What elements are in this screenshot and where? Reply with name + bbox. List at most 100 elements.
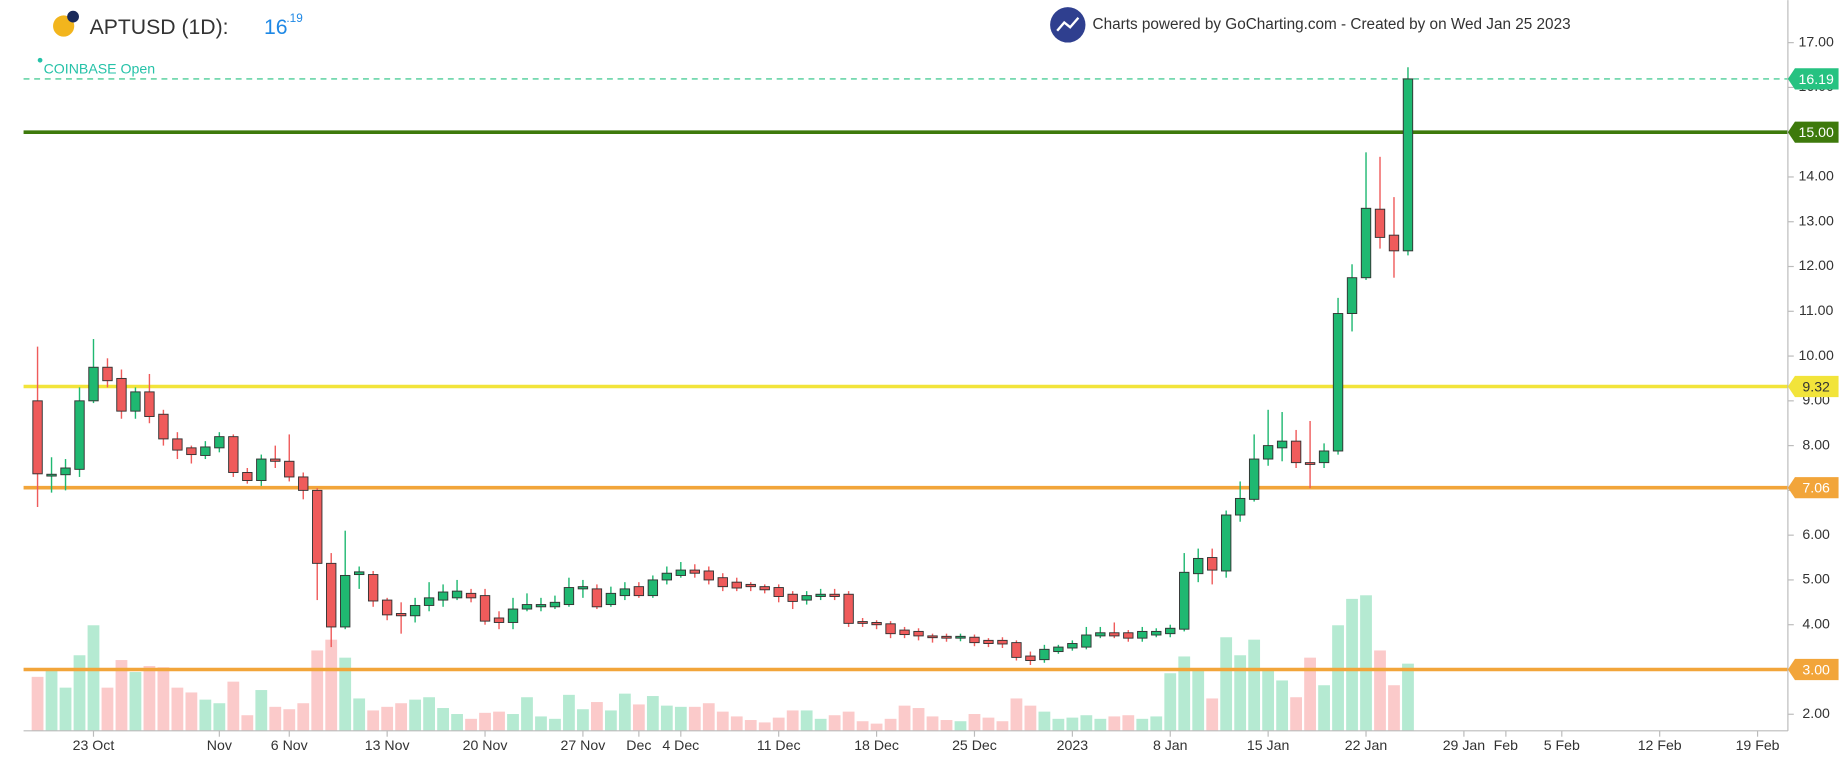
volume-bar bbox=[1038, 711, 1051, 731]
volume-bar bbox=[479, 712, 491, 731]
candle-body bbox=[521, 604, 533, 610]
candle-body bbox=[465, 592, 477, 599]
candle-body bbox=[1123, 632, 1134, 639]
x-tick-label: 5 Feb bbox=[1544, 737, 1580, 753]
candle-body bbox=[381, 599, 393, 616]
price-tag-label: 7.06 bbox=[1802, 480, 1830, 496]
candle-body bbox=[703, 570, 714, 581]
candle-body bbox=[661, 572, 673, 581]
volume-bar bbox=[325, 639, 338, 731]
candle-layer bbox=[32, 67, 1414, 666]
volume-bar bbox=[311, 650, 324, 731]
candle-body bbox=[1151, 630, 1162, 636]
volume-bar bbox=[856, 721, 869, 731]
volume-bar bbox=[716, 711, 729, 731]
volume-bar bbox=[814, 718, 827, 731]
candle-body bbox=[535, 604, 547, 608]
volume-bar bbox=[660, 705, 673, 731]
x-tick-label: 19 Feb bbox=[1736, 737, 1780, 753]
candle-body bbox=[88, 366, 99, 402]
volume-bar bbox=[227, 681, 240, 731]
volume-bar bbox=[45, 668, 58, 731]
x-tick-label: 15 Jan bbox=[1247, 737, 1289, 753]
x-tick-label: 2023 bbox=[1057, 737, 1089, 753]
candle-body bbox=[1290, 440, 1302, 464]
price-tag-label: 9.32 bbox=[1802, 378, 1830, 394]
volume-bar bbox=[800, 710, 813, 731]
volume-bar bbox=[786, 710, 799, 731]
candle-body bbox=[1179, 571, 1190, 630]
x-tick-label: 6 Nov bbox=[271, 737, 309, 753]
candle-body bbox=[46, 473, 57, 477]
volume-bar bbox=[1094, 718, 1107, 731]
candle-body bbox=[829, 593, 840, 597]
volume-bar bbox=[898, 705, 911, 731]
price-tag bbox=[1787, 477, 1839, 499]
candle-body bbox=[1388, 234, 1400, 252]
volume-bar bbox=[241, 715, 254, 731]
x-tick-label: 29 Jan bbox=[1443, 737, 1485, 753]
volume-bar bbox=[1402, 663, 1414, 731]
candle-body bbox=[270, 458, 281, 462]
price-tag bbox=[1787, 658, 1839, 681]
volume-bar bbox=[1220, 637, 1233, 731]
volume-bar bbox=[772, 717, 785, 731]
candle-body bbox=[1011, 642, 1022, 658]
y-tick-label: 5.00 bbox=[1802, 571, 1830, 587]
candle-body bbox=[507, 608, 519, 623]
candle-body bbox=[144, 391, 155, 417]
candle-body bbox=[1276, 440, 1288, 449]
symbol-title: APTUSD (1D): bbox=[90, 16, 229, 39]
volume-bar bbox=[395, 703, 408, 731]
volume-bar bbox=[912, 708, 925, 731]
volume-bar bbox=[283, 709, 296, 731]
y-tick-label: 12.00 bbox=[1798, 257, 1833, 273]
x-tick-label: 13 Nov bbox=[365, 737, 411, 753]
candle-body bbox=[983, 639, 994, 644]
candle-body bbox=[1318, 450, 1330, 464]
volume-bar bbox=[1122, 715, 1135, 731]
volume-bar bbox=[507, 714, 519, 731]
volume-bar bbox=[1290, 697, 1302, 731]
candle-body bbox=[745, 583, 756, 588]
candle-body bbox=[899, 629, 910, 636]
volume-bar bbox=[758, 722, 771, 731]
candle-body bbox=[675, 569, 686, 576]
x-tick-label: Nov bbox=[207, 737, 233, 753]
x-tick-label: 20 Nov bbox=[463, 737, 509, 753]
candle-body bbox=[591, 588, 603, 608]
candle-body bbox=[1193, 557, 1204, 575]
volume-bar bbox=[255, 690, 268, 731]
volume-bar bbox=[1052, 718, 1065, 731]
price-tag bbox=[1787, 375, 1839, 398]
candle-body bbox=[116, 377, 127, 412]
candle-body bbox=[214, 436, 225, 449]
x-tick-label: 11 Dec bbox=[757, 737, 801, 753]
candle-body bbox=[158, 413, 169, 440]
volume-bar bbox=[632, 704, 645, 731]
volume-bar bbox=[381, 706, 394, 731]
candle-body bbox=[102, 366, 113, 382]
volume-bar bbox=[423, 697, 435, 731]
candle-body bbox=[1234, 497, 1246, 516]
candle-body bbox=[200, 446, 211, 456]
candle-body bbox=[479, 595, 491, 622]
y-tick-label: 13.00 bbox=[1798, 212, 1833, 228]
candle-body bbox=[941, 635, 952, 639]
y-tick-label: 6.00 bbox=[1802, 526, 1830, 542]
candle-body bbox=[1332, 313, 1344, 452]
volume-bar bbox=[996, 721, 1009, 731]
x-tick-label: 23 Oct bbox=[73, 737, 115, 753]
volume-bar bbox=[1374, 650, 1386, 731]
y-tick-label: 10.00 bbox=[1798, 347, 1833, 363]
candle-body bbox=[32, 400, 43, 475]
header: APTUSD (1D): 16 .19 COINBASE Open Charts… bbox=[37, 7, 1571, 76]
price-tag bbox=[1787, 121, 1839, 143]
candle-body bbox=[913, 630, 924, 637]
volume-bar bbox=[1164, 673, 1177, 731]
exchange-label: COINBASE Open bbox=[44, 60, 155, 76]
y-tick-label: 11.00 bbox=[1799, 302, 1833, 318]
logo-arrow bbox=[1056, 17, 1080, 32]
volume-bar bbox=[646, 696, 659, 731]
